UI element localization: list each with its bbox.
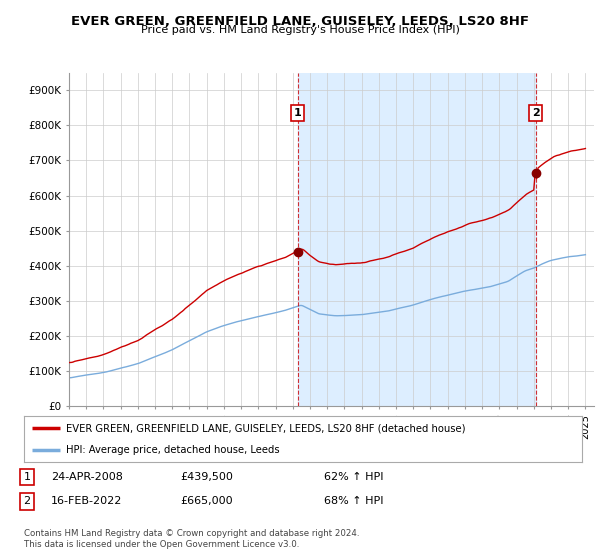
Text: 68% ↑ HPI: 68% ↑ HPI (324, 496, 383, 506)
Text: 62% ↑ HPI: 62% ↑ HPI (324, 472, 383, 482)
Text: 1: 1 (23, 472, 31, 482)
Bar (298, 73, 536, 406)
Text: 16-FEB-2022: 16-FEB-2022 (51, 496, 122, 506)
Text: 1: 1 (294, 108, 302, 118)
Text: 24-APR-2008: 24-APR-2008 (51, 472, 123, 482)
Text: EVER GREEN, GREENFIELD LANE, GUISELEY, LEEDS, LS20 8HF: EVER GREEN, GREENFIELD LANE, GUISELEY, L… (71, 15, 529, 27)
Text: £665,000: £665,000 (180, 496, 233, 506)
Text: EVER GREEN, GREENFIELD LANE, GUISELEY, LEEDS, LS20 8HF (detached house): EVER GREEN, GREENFIELD LANE, GUISELEY, L… (66, 423, 466, 433)
Text: £439,500: £439,500 (180, 472, 233, 482)
Text: 2: 2 (23, 496, 31, 506)
Text: HPI: Average price, detached house, Leeds: HPI: Average price, detached house, Leed… (66, 445, 280, 455)
Text: Contains HM Land Registry data © Crown copyright and database right 2024.
This d: Contains HM Land Registry data © Crown c… (24, 529, 359, 549)
Text: 2: 2 (532, 108, 539, 118)
Text: Price paid vs. HM Land Registry's House Price Index (HPI): Price paid vs. HM Land Registry's House … (140, 25, 460, 35)
